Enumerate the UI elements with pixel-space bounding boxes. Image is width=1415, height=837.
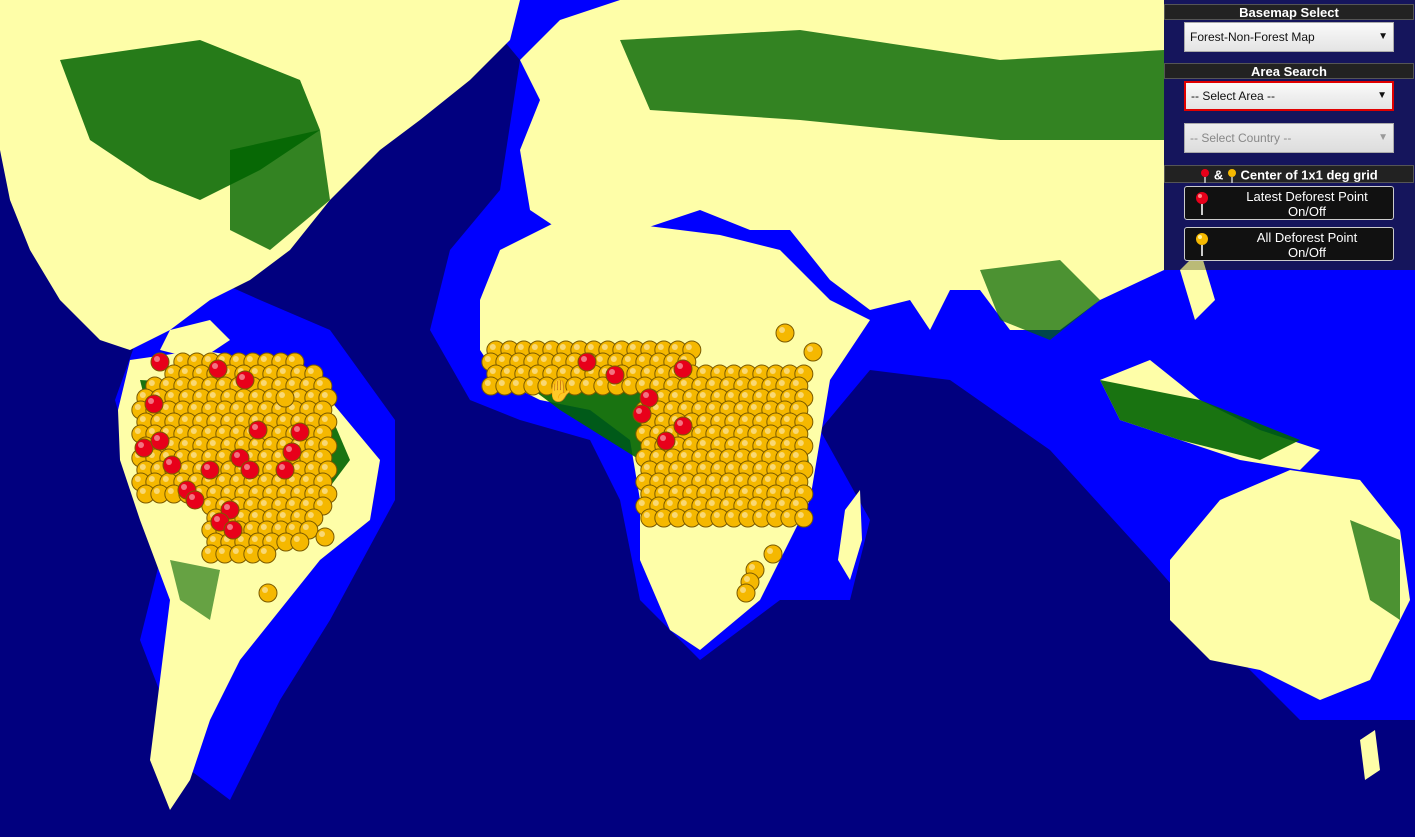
select-area-dropdown[interactable]: -- Select Area -- ▼ — [1184, 81, 1394, 111]
red-pin-icon — [1201, 168, 1210, 183]
red-pin-icon[interactable] — [673, 359, 693, 379]
red-pin-icon[interactable] — [162, 455, 182, 475]
yellow-pin-icon[interactable] — [315, 527, 335, 547]
red-pin-icon[interactable] — [185, 490, 205, 510]
legend-title: Center of 1x1 deg grid — [1240, 167, 1378, 183]
yellow-pin-icon[interactable] — [794, 508, 814, 528]
red-pin-icon[interactable] — [240, 460, 260, 480]
red-pin-icon[interactable] — [248, 420, 268, 440]
yellow-pin-icon[interactable] — [682, 508, 702, 528]
red-pin-icon[interactable] — [282, 442, 302, 462]
red-pin-icon[interactable] — [150, 431, 170, 451]
area-search-title: Area Search — [1164, 63, 1414, 79]
yellow-pin-icon[interactable] — [640, 508, 660, 528]
red-pin-icon[interactable] — [290, 422, 310, 442]
yellow-pin-icon[interactable] — [551, 376, 571, 396]
select-country-value: -- Select Country -- — [1190, 131, 1292, 145]
grid-center-legend: & Center of 1x1 deg grid — [1164, 165, 1414, 183]
red-pin-icon[interactable] — [577, 352, 597, 372]
yellow-pin-icon — [1196, 233, 1208, 256]
yellow-pin-icon[interactable] — [150, 484, 170, 504]
yellow-pin-icon[interactable] — [803, 342, 823, 362]
chevron-down-icon: ▼ — [1378, 31, 1388, 42]
all-deforest-toggle[interactable]: All Deforest Point On/Off — [1184, 227, 1394, 261]
red-pin-icon[interactable] — [639, 388, 659, 408]
yellow-pin-icon[interactable] — [257, 544, 277, 564]
select-country-dropdown[interactable]: -- Select Country -- ▼ — [1184, 123, 1394, 153]
yellow-pin-icon[interactable] — [752, 508, 772, 528]
red-pin-icon[interactable] — [223, 520, 243, 540]
red-pin-icon[interactable] — [673, 416, 693, 436]
latest-deforest-toggle[interactable]: Latest Deforest Point On/Off — [1184, 186, 1394, 220]
latest-toggle-state: On/Off — [1287, 204, 1327, 219]
yellow-pin-icon[interactable] — [290, 532, 310, 552]
red-pin-icon[interactable] — [605, 365, 625, 385]
red-pin-icon[interactable] — [144, 394, 164, 414]
red-pin-icon[interactable] — [150, 352, 170, 372]
red-pin-icon[interactable] — [656, 431, 676, 451]
yellow-pin-icon[interactable] — [775, 323, 795, 343]
yellow-pin-icon[interactable] — [621, 376, 641, 396]
yellow-pin-icon[interactable] — [215, 544, 235, 564]
red-pin-icon[interactable] — [632, 404, 652, 424]
yellow-pin-icon[interactable] — [654, 508, 674, 528]
all-toggle-state: On/Off — [1287, 245, 1327, 260]
yellow-pin-icon[interactable] — [736, 583, 756, 603]
yellow-pin-icon[interactable] — [668, 508, 688, 528]
basemap-select-title: Basemap Select — [1164, 4, 1414, 20]
chevron-down-icon: ▼ — [1377, 90, 1387, 101]
red-pin-icon[interactable] — [208, 359, 228, 379]
yellow-pin-icon[interactable] — [766, 508, 786, 528]
hand-cursor-icon: ✋ — [546, 378, 574, 403]
yellow-pin-icon[interactable] — [710, 508, 730, 528]
red-pin-icon[interactable] — [134, 438, 154, 458]
red-pin-icon — [1196, 192, 1208, 215]
basemap-select-value: Forest-Non-Forest Map — [1190, 30, 1315, 44]
yellow-pin-icon[interactable] — [724, 508, 744, 528]
yellow-pin-icon[interactable] — [201, 544, 221, 564]
yellow-pin-icon — [1227, 168, 1236, 183]
chevron-down-icon: ▼ — [1378, 132, 1388, 143]
yellow-pin-icon[interactable] — [763, 544, 783, 564]
select-area-value: -- Select Area -- — [1191, 89, 1276, 103]
red-pin-icon[interactable] — [275, 460, 295, 480]
basemap-select[interactable]: Forest-Non-Forest Map ▼ — [1184, 22, 1394, 52]
red-pin-icon[interactable] — [200, 460, 220, 480]
all-toggle-label: All Deforest Point — [1256, 230, 1358, 245]
yellow-pin-icon[interactable] — [258, 583, 278, 603]
yellow-pin-icon[interactable] — [593, 376, 613, 396]
yellow-pin-icon[interactable] — [579, 376, 599, 396]
red-pin-icon[interactable] — [235, 370, 255, 390]
legend-amp: & — [1213, 167, 1224, 183]
latest-toggle-label: Latest Deforest Point — [1246, 189, 1368, 204]
yellow-pin-icon[interactable] — [481, 376, 501, 396]
yellow-pin-icon[interactable] — [275, 388, 295, 408]
yellow-pin-icon[interactable] — [495, 376, 515, 396]
yellow-pin-icon[interactable] — [537, 376, 557, 396]
